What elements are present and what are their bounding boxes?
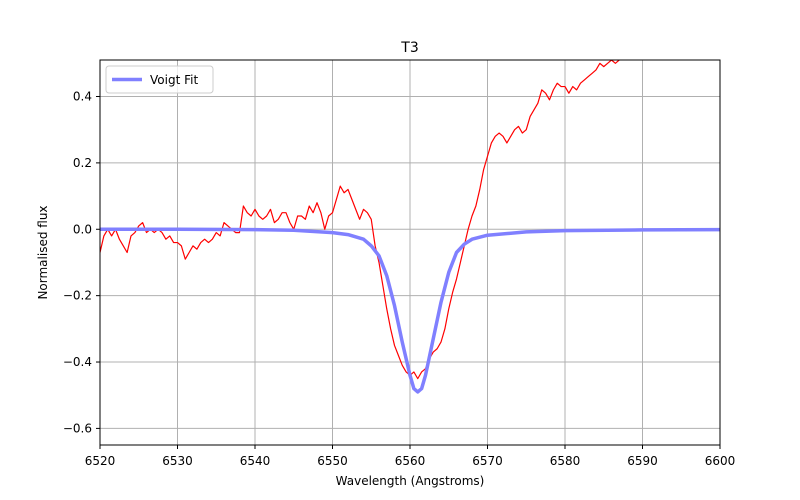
x-tick-label: 6580: [550, 454, 581, 468]
y-tick-label: 0.2: [73, 156, 92, 170]
x-tick-label: 6520: [85, 454, 116, 468]
x-tick-label: 6540: [240, 454, 271, 468]
x-tick-label: 6560: [395, 454, 426, 468]
series-spectrum-line: [100, 60, 620, 380]
y-tick-label: 0.4: [73, 90, 92, 104]
series-layer: [100, 60, 720, 394]
y-tick-label: −0.2: [63, 289, 92, 303]
x-tick-label: 6600: [705, 454, 736, 468]
y-axis-label: Normalised flux: [36, 205, 50, 299]
y-tick-label: −0.4: [63, 355, 92, 369]
x-tick-label: 6550: [317, 454, 348, 468]
legend-label-voigt-fit: Voigt Fit: [150, 73, 198, 87]
y-tick-label: 0.0: [73, 222, 92, 236]
legend: Voigt Fit: [105, 65, 214, 94]
x-axis-label: Wavelength (Angstroms): [336, 474, 485, 488]
axis-ticks: 6520 6530 6540 6550 6560 6570 6580 6590 6600 −0.6…: [63, 90, 735, 468]
legend-box: [105, 65, 214, 94]
x-tick-label: 6590: [627, 454, 658, 468]
series-voigt-fit-line: [100, 227, 720, 394]
y-tick-label: −0.6: [63, 421, 92, 435]
x-tick-label: 6530: [162, 454, 193, 468]
x-tick-label: 6570: [472, 454, 503, 468]
chart-title: T3: [400, 40, 418, 56]
